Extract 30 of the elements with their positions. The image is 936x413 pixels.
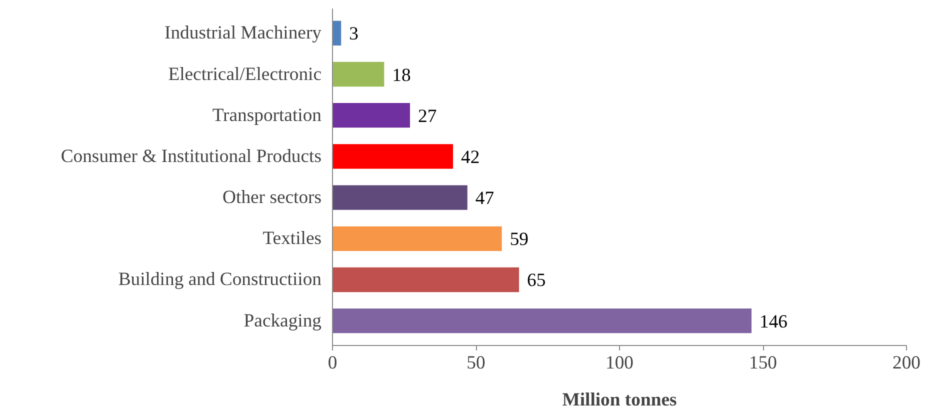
data-label: 3 <box>349 24 358 45</box>
bar <box>332 20 342 46</box>
data-label: 42 <box>461 146 480 168</box>
y-tick-label: Consumer & Institutional Products <box>60 146 322 167</box>
x-tick-label: 200 <box>892 352 920 374</box>
y-tick-label: Packaging <box>244 310 322 332</box>
data-label: 27 <box>418 106 437 127</box>
x-axis-title: Million tonnes <box>562 390 677 410</box>
x-tick-label: 100 <box>606 352 634 374</box>
data-label: 146 <box>760 311 788 332</box>
data-label: 65 <box>527 270 546 292</box>
x-tick-label: 50 <box>466 352 486 374</box>
bar <box>332 185 468 210</box>
y-tick-label: Industrial Machinery <box>164 22 322 44</box>
y-tick-label: Building and Constructiion <box>118 269 322 290</box>
bar <box>332 103 410 128</box>
data-label: 18 <box>392 64 411 86</box>
y-tick-label: Textiles <box>262 228 322 250</box>
bar <box>332 308 752 334</box>
data-label: 47 <box>475 188 494 210</box>
y-tick-label: Transportation <box>212 104 322 126</box>
y-tick-label: Electrical/Electronic <box>168 64 322 85</box>
x-tick-label: 0 <box>328 352 338 374</box>
bar <box>332 226 502 251</box>
bar <box>332 62 384 87</box>
x-tick-label: 150 <box>749 352 777 374</box>
y-tick-label: Other sectors <box>222 187 322 208</box>
bar <box>332 267 520 292</box>
bar <box>332 144 454 169</box>
data-label: 59 <box>510 229 528 250</box>
